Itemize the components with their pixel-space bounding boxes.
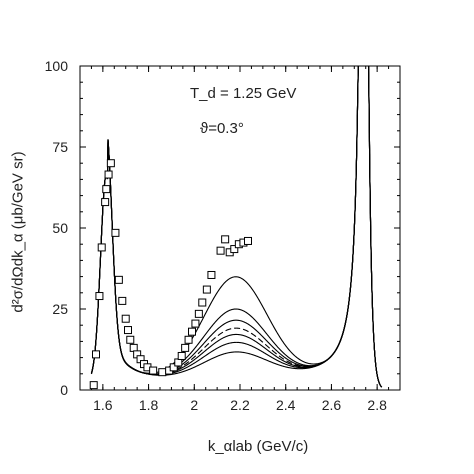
x-axis-label: k_αlab (GeV/c) xyxy=(207,438,309,455)
data-point xyxy=(102,185,111,194)
data-point xyxy=(184,335,193,344)
annotation-angle: ϑ=0.3° xyxy=(200,120,244,137)
data-point xyxy=(149,366,158,375)
annotation-energy: T_d = 1.25 GeV xyxy=(190,85,297,102)
data-point xyxy=(181,343,190,352)
data-point xyxy=(101,198,110,207)
data-point xyxy=(124,326,132,335)
data-point xyxy=(158,368,167,377)
x-tick-label: 1.6 xyxy=(93,397,113,413)
data-point xyxy=(106,159,115,168)
data-point xyxy=(188,327,196,336)
x-tick-label: 2.2 xyxy=(230,397,250,413)
y-tick-label: 25 xyxy=(52,301,68,317)
data-point xyxy=(174,358,183,367)
data-point xyxy=(118,296,127,305)
y-tick-label: 50 xyxy=(52,220,68,236)
data-point xyxy=(230,245,239,254)
y-tick-label: 0 xyxy=(60,382,68,398)
data-point xyxy=(126,335,135,344)
data-point xyxy=(177,351,186,360)
model-curve xyxy=(90,65,383,388)
data-point xyxy=(104,170,113,179)
model-curve xyxy=(90,65,383,388)
data-point xyxy=(202,285,211,294)
data-point xyxy=(169,363,178,372)
data-point xyxy=(89,381,98,390)
data-point xyxy=(207,270,216,279)
data-point xyxy=(198,298,207,307)
data-point xyxy=(111,228,120,237)
data-point xyxy=(221,235,230,244)
x-tick-label: 2.6 xyxy=(322,397,342,413)
x-tick-label: 2.4 xyxy=(276,397,296,413)
y-tick-label: 75 xyxy=(52,139,68,155)
model-curve xyxy=(90,65,383,388)
data-point xyxy=(114,275,123,284)
x-tick-label: 1.8 xyxy=(139,397,159,413)
model-curve xyxy=(90,65,383,388)
data-point xyxy=(129,343,138,352)
data-point xyxy=(97,243,106,252)
data-point xyxy=(191,319,200,328)
y-axis-label: d²σ/dΩdk_α (μb/GeV sr) xyxy=(9,151,27,313)
data-point xyxy=(92,350,100,359)
data-point xyxy=(121,314,130,323)
x-tick-label: 2 xyxy=(190,397,198,413)
data-point xyxy=(216,246,225,255)
model-curve xyxy=(90,65,383,388)
model-curve xyxy=(90,65,383,388)
data-point xyxy=(244,236,252,245)
model-curve xyxy=(90,65,383,388)
data-point xyxy=(194,309,203,318)
data-point xyxy=(95,292,104,301)
y-tick-label: 100 xyxy=(45,58,69,74)
x-tick-label: 2.8 xyxy=(367,397,387,413)
